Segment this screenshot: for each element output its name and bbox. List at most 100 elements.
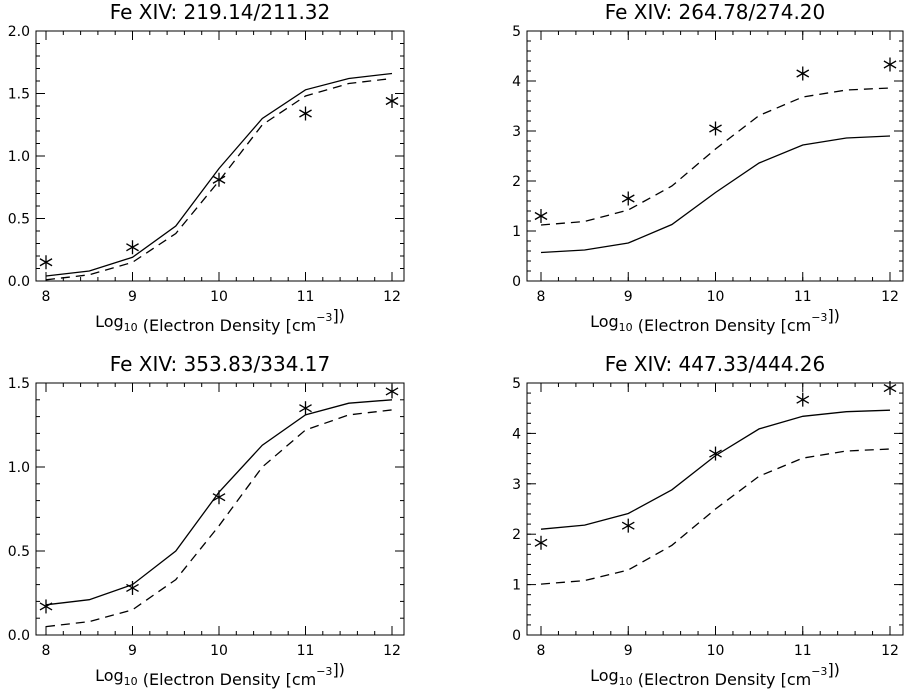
x-axis-label-sup: −3 [811,665,827,678]
y-tick-label: 0 [512,628,521,644]
y-tick-label: 1.0 [8,149,30,165]
y-tick-label: 1.5 [8,376,30,392]
asterisk-stroke [621,194,635,203]
series-line-solid [45,72,393,277]
data-point-asterisk [385,384,399,399]
data-point-asterisk [534,209,548,223]
asterisk-stroke [126,583,139,593]
x-axis-label-part: Log [590,312,619,331]
x-tick-label: 8 [537,289,546,305]
y-tick-label: 0.0 [8,628,30,644]
y-tick-label: 1.0 [8,460,30,476]
y-tick-label: 0 [512,274,521,290]
x-tick-label: 10 [707,643,725,659]
x-tick-label: 11 [794,643,812,659]
data-point-asterisk [796,66,810,81]
x-axis-label-sub: 10 [619,321,633,334]
data-point-asterisk [534,535,548,550]
asterisk-stroke [796,69,810,78]
data-point-asterisk [709,121,722,136]
x-tick-label: 8 [537,643,546,659]
data-point-asterisk [39,599,53,614]
series-line-dashed [45,409,393,628]
series-line-solid [540,409,891,530]
asterisk-stroke [621,521,635,530]
data-point-asterisk [126,240,139,255]
x-axis-label-sub: 10 [124,675,138,688]
x-axis-label: Log10 (Electron Density [cm−3]) [590,660,840,689]
asterisk-stroke [883,60,897,69]
asterisk-stroke [299,109,312,118]
data-point-asterisk [883,381,897,396]
x-axis-label-part: ]) [332,306,344,325]
y-tick-label: 3 [512,477,521,493]
x-axis-label: Log10 (Electron Density [cm−3]) [590,306,840,335]
y-tick-label: 5 [512,376,521,392]
chart-panel-4: Fe XIV: 447.33/444.268 9 10 11 12012345Log10… [512,352,904,689]
x-tick-label: 10 [210,289,228,305]
data-point-asterisk [385,94,399,108]
data-point-asterisk [796,392,810,407]
asterisk-stroke [883,383,897,393]
y-tick-label: 4 [512,426,521,442]
asterisk-stroke [39,602,53,611]
x-axis-label-part: ]) [332,660,344,679]
x-tick-label: 9 [128,289,137,305]
x-axis-label-part: ]) [827,306,839,325]
series-line-dashed [540,87,891,226]
x-tick-label: 11 [297,643,315,659]
asterisk-stroke [534,211,548,221]
x-axis-label-sub: 10 [124,321,138,334]
x-axis-label: Log10 (Electron Density [cm−3]) [95,660,345,689]
x-tick-label: 12 [881,289,899,305]
data-point-asterisk [126,580,139,595]
y-tick-label: 3 [512,124,521,140]
chart-panel-1: Fe XIV: 219.14/211.32 8 9 10 11 12 0.0 0.5 1.0 1.… [8,0,405,335]
x-axis-label-sup: −3 [316,665,332,678]
chart-title: Fe XIV: 353.83/334.17 [110,352,331,376]
x-tick-label: 10 [210,643,228,659]
series-line-dashed [45,77,393,281]
x-tick-label: 11 [794,289,812,305]
y-tick-label: 0.5 [8,212,30,228]
y-tick-label: 2.0 [8,24,30,40]
asterisk-stroke [385,387,399,396]
asterisk-stroke [709,449,722,458]
x-axis-label-part: Log [95,312,124,331]
y-tick-label: 2 [512,174,521,190]
x-axis-label-sup: −3 [316,311,332,324]
data-point-asterisk [39,255,53,270]
data-point-asterisk [299,106,312,121]
x-tick-label: 9 [128,643,137,659]
data-point-asterisk [709,446,722,461]
chart-title: Fe XIV: 264.78/274.20 [605,0,826,24]
data-point-asterisk [299,401,312,416]
x-tick-label: 12 [383,643,401,659]
series-line-solid [540,135,891,254]
x-axis-label-part: Log [95,666,124,685]
asterisk-stroke [212,175,226,184]
x-tick-label: 8 [42,289,51,305]
chart-title: Fe XIV: 219.14/211.32 [110,0,331,24]
x-axis-label: Log10 (Electron Density [cm−3]) [95,306,345,335]
chart-title: Fe XIV: 447.33/444.26 [605,352,826,376]
x-tick-label: 9 [624,289,633,305]
asterisk-stroke [212,493,226,502]
asterisk-stroke [299,404,312,413]
asterisk-stroke [534,538,548,547]
asterisk-stroke [39,258,53,267]
asterisk-stroke [385,96,399,106]
y-tick-label: 1.5 [8,87,30,103]
plot-frame [35,30,405,282]
y-tick-label: 5 [512,24,521,40]
x-tick-label: 11 [297,289,315,305]
y-tick-label: 0.5 [8,544,30,560]
plot-frame [35,382,405,636]
x-axis-label-part: (Electron Density [cm [633,670,812,689]
y-tick-label: 1 [512,578,521,594]
x-tick-label: 8 [42,643,51,659]
x-axis-label-part: ]) [827,660,839,679]
asterisk-stroke [126,243,139,252]
y-tick-label: 2 [512,527,521,543]
